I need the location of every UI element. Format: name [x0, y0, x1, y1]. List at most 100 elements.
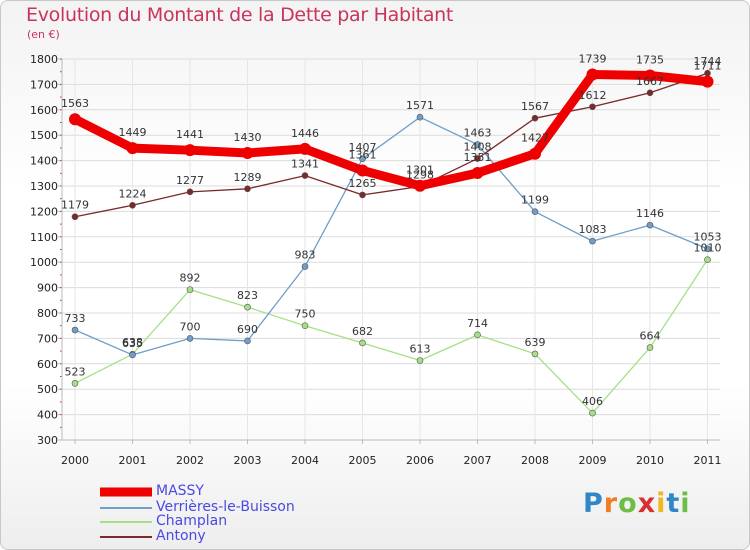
data-label: 983	[295, 249, 316, 262]
legend-label: Verrières-le-Buisson	[156, 499, 295, 515]
x-tick-label: 2001	[119, 454, 147, 467]
data-label: 638	[122, 336, 143, 349]
data-point	[701, 75, 714, 88]
data-point	[646, 221, 654, 229]
x-tick-label: 2002	[176, 454, 204, 467]
data-label: 892	[180, 272, 201, 285]
y-tick-label: 1700	[30, 78, 58, 91]
data-label: 1298	[406, 169, 434, 182]
chart-title: Evolution du Montant de la Dette par Hab…	[26, 4, 454, 26]
data-label: 682	[352, 325, 373, 338]
chart-series	[69, 68, 714, 417]
data-label: 1179	[61, 199, 89, 212]
data-label: 1053	[694, 231, 722, 244]
data-point	[356, 164, 369, 177]
y-tick-label: 700	[37, 332, 58, 345]
data-point	[646, 89, 654, 97]
data-point	[301, 172, 309, 179]
data-label: 1744	[694, 55, 722, 68]
x-tick-label: 2004	[291, 454, 319, 467]
data-label: 1277	[176, 174, 204, 187]
data-label: 1441	[176, 128, 204, 141]
data-label: 1446	[291, 127, 319, 140]
data-point	[244, 185, 251, 193]
series-line-massy	[70, 69, 712, 191]
chart-legend	[100, 487, 152, 538]
data-label: 1351	[464, 151, 492, 164]
data-label: 1010	[694, 242, 722, 255]
y-tick-label: 800	[37, 307, 58, 320]
data-point	[704, 256, 711, 263]
x-tick-label: 2010	[636, 454, 664, 467]
data-point	[474, 141, 481, 148]
y-tick-label: 1200	[30, 205, 58, 218]
data-point	[359, 339, 366, 347]
data-point	[414, 179, 426, 192]
data-label: 1361	[349, 149, 377, 162]
x-tick-label: 2007	[464, 454, 492, 467]
data-point	[129, 202, 136, 209]
data-point	[186, 335, 194, 342]
data-label: 1427	[521, 132, 549, 145]
data-point	[71, 380, 79, 387]
data-label: 635	[122, 337, 143, 350]
data-label: 639	[525, 336, 546, 349]
data-point	[646, 344, 654, 351]
data-point	[474, 155, 481, 162]
data-point	[586, 68, 599, 81]
data-point	[301, 263, 309, 270]
data-label: 1567	[521, 100, 549, 113]
data-point	[359, 155, 366, 163]
x-tick-label: 2005	[349, 454, 377, 467]
data-point	[244, 337, 251, 345]
y-tick-label: 1000	[30, 256, 58, 269]
data-label: 1571	[406, 99, 434, 112]
legend-label: Antony	[156, 528, 206, 544]
data-label: 823	[237, 289, 258, 302]
data-point	[359, 191, 366, 199]
proxiti-logo: Proxiti	[583, 488, 691, 519]
x-tick-label: 2011	[694, 454, 722, 467]
y-tick-label: 1800	[30, 53, 58, 66]
data-label: 1146	[636, 207, 664, 220]
data-point	[474, 331, 481, 339]
x-tick-label: 2008	[521, 454, 549, 467]
data-label: 1739	[579, 52, 607, 65]
y-tick-label: 1100	[30, 231, 58, 244]
data-point	[69, 113, 81, 126]
legend-label: MASSY	[156, 483, 204, 499]
data-label: 406	[582, 395, 603, 408]
data-point	[241, 146, 254, 159]
data-point	[589, 237, 596, 245]
data-point	[126, 142, 139, 155]
chart-axes: 300 400 500 600 700 800 900 1000 1100 1200 1300 140…	[30, 53, 722, 467]
data-label: 1289	[234, 171, 262, 184]
x-tick-label: 2000	[61, 454, 89, 467]
data-label: 523	[65, 365, 86, 378]
data-label: 1083	[579, 223, 607, 236]
data-point	[644, 69, 656, 82]
data-point	[416, 113, 424, 121]
y-tick-label: 300	[37, 434, 58, 447]
data-label: 1735	[636, 54, 664, 67]
data-label: 750	[295, 308, 316, 321]
y-tick-label: 500	[37, 383, 58, 396]
data-label: 1407	[349, 141, 377, 154]
data-point	[471, 167, 484, 180]
data-point	[589, 103, 596, 111]
data-point	[71, 213, 79, 221]
data-label: 733	[65, 312, 86, 325]
legend-label: Champlan	[156, 513, 228, 529]
x-tick-label: 2006	[406, 454, 434, 467]
y-tick-label: 1600	[30, 104, 58, 117]
chart-subtitle: (en €)	[27, 28, 60, 41]
data-label: 1301	[406, 164, 434, 177]
y-tick-label: 400	[37, 409, 58, 422]
data-label: 1341	[291, 158, 319, 171]
data-point	[589, 409, 596, 417]
y-tick-label: 600	[37, 358, 58, 371]
x-tick-label: 2009	[579, 454, 607, 467]
data-label: 1463	[464, 127, 492, 140]
data-label: 1430	[234, 131, 262, 144]
chart-data-labels: 523 638 892 823 750 682 613 714 639 406 664 1010 733…	[61, 52, 722, 408]
